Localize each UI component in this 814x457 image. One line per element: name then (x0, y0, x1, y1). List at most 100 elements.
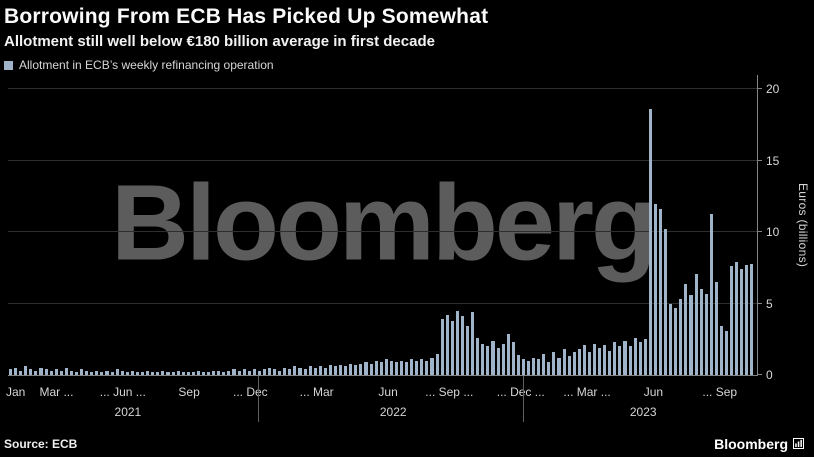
legend-label: Allotment in ECB’s weekly refinancing op… (19, 58, 274, 72)
year-label: 2021 (114, 405, 142, 419)
bar (486, 346, 490, 375)
bar (410, 359, 414, 375)
bar (608, 350, 612, 375)
bar (394, 362, 399, 375)
bar (379, 362, 383, 375)
y-tick-label: 15 (766, 153, 780, 168)
bar (633, 337, 637, 375)
bar (603, 345, 607, 375)
x-tick-label: Mar ... (39, 385, 74, 399)
bar (257, 370, 261, 375)
bar (334, 366, 338, 375)
bar (59, 370, 63, 375)
bar (613, 342, 617, 375)
bar (222, 372, 226, 375)
bar (653, 203, 657, 375)
gridline (8, 302, 757, 304)
bar (201, 372, 206, 375)
bar (455, 310, 459, 375)
bar (659, 209, 663, 375)
x-tick-label: ... Mar ... (563, 385, 611, 399)
source-label: Source: ECB (4, 436, 78, 451)
bar (328, 365, 332, 375)
bar (516, 355, 520, 375)
bar (430, 357, 434, 375)
bar (252, 369, 256, 375)
bloomberg-logo: Bloomberg (714, 436, 804, 452)
chart-grid-icon (793, 438, 804, 449)
legend: Allotment in ECB’s weekly refinancing op… (4, 58, 806, 72)
gridline (8, 231, 757, 233)
bar (288, 369, 292, 375)
y-axis: 0 5 10 15 20 (758, 75, 792, 382)
bar (481, 343, 485, 375)
bar (750, 263, 754, 375)
bar (420, 359, 424, 375)
x-tick-label: Sep (178, 385, 200, 399)
bar (572, 352, 576, 375)
bar (196, 370, 200, 375)
chart-header: Borrowing From ECB Has Picked Up Somewha… (0, 0, 814, 72)
bar (664, 229, 668, 375)
bar (49, 370, 53, 375)
bar (714, 282, 718, 375)
bar (171, 372, 175, 375)
bar (64, 367, 68, 375)
bar (648, 109, 652, 375)
bar (471, 312, 475, 375)
bar (359, 363, 363, 375)
bloomberg-wordmark: Bloomberg (714, 435, 788, 452)
bar (725, 330, 729, 375)
bar (24, 366, 28, 375)
bar (557, 357, 561, 375)
bar (232, 369, 236, 375)
bar (90, 372, 94, 375)
bar (445, 315, 449, 375)
x-tick-label: ... Mar (299, 385, 334, 399)
y-tick-mark (758, 231, 762, 233)
gridline (8, 88, 757, 90)
bar (34, 370, 38, 375)
x-tick-label: Jan (5, 385, 26, 399)
bar (247, 370, 251, 375)
bar (562, 349, 566, 375)
bar (506, 333, 510, 375)
bar (166, 372, 170, 375)
bar (689, 295, 693, 375)
bar (440, 319, 444, 375)
bar (694, 273, 698, 375)
bar (435, 353, 439, 375)
bar (532, 357, 536, 375)
bar (212, 370, 216, 375)
chart-subtitle: Allotment still well below €180 billion … (4, 33, 435, 50)
bar (115, 369, 119, 375)
bar (95, 370, 99, 375)
bar (19, 370, 23, 375)
bar (237, 370, 241, 375)
bar (318, 366, 322, 375)
x-tick-label: Jun (643, 385, 664, 399)
bar (450, 320, 454, 375)
bar (69, 370, 74, 375)
bar (537, 359, 541, 375)
bar (460, 316, 465, 375)
bar (130, 370, 134, 375)
bar (110, 372, 114, 375)
bar (405, 362, 409, 375)
bar (323, 367, 327, 375)
bar (542, 353, 546, 375)
bar (740, 269, 744, 375)
bar (638, 342, 642, 375)
bar (44, 369, 48, 375)
bar (176, 370, 180, 375)
y-tick-label: 5 (766, 296, 773, 311)
bar (577, 349, 581, 375)
y-tick-label: 0 (766, 368, 773, 382)
bar (374, 360, 378, 375)
bar (745, 265, 749, 375)
x-tick-label: ... Dec ... (496, 385, 545, 399)
bar (526, 360, 531, 375)
y-tick-label: 10 (766, 225, 780, 240)
bar (679, 299, 683, 375)
bar (293, 366, 297, 375)
